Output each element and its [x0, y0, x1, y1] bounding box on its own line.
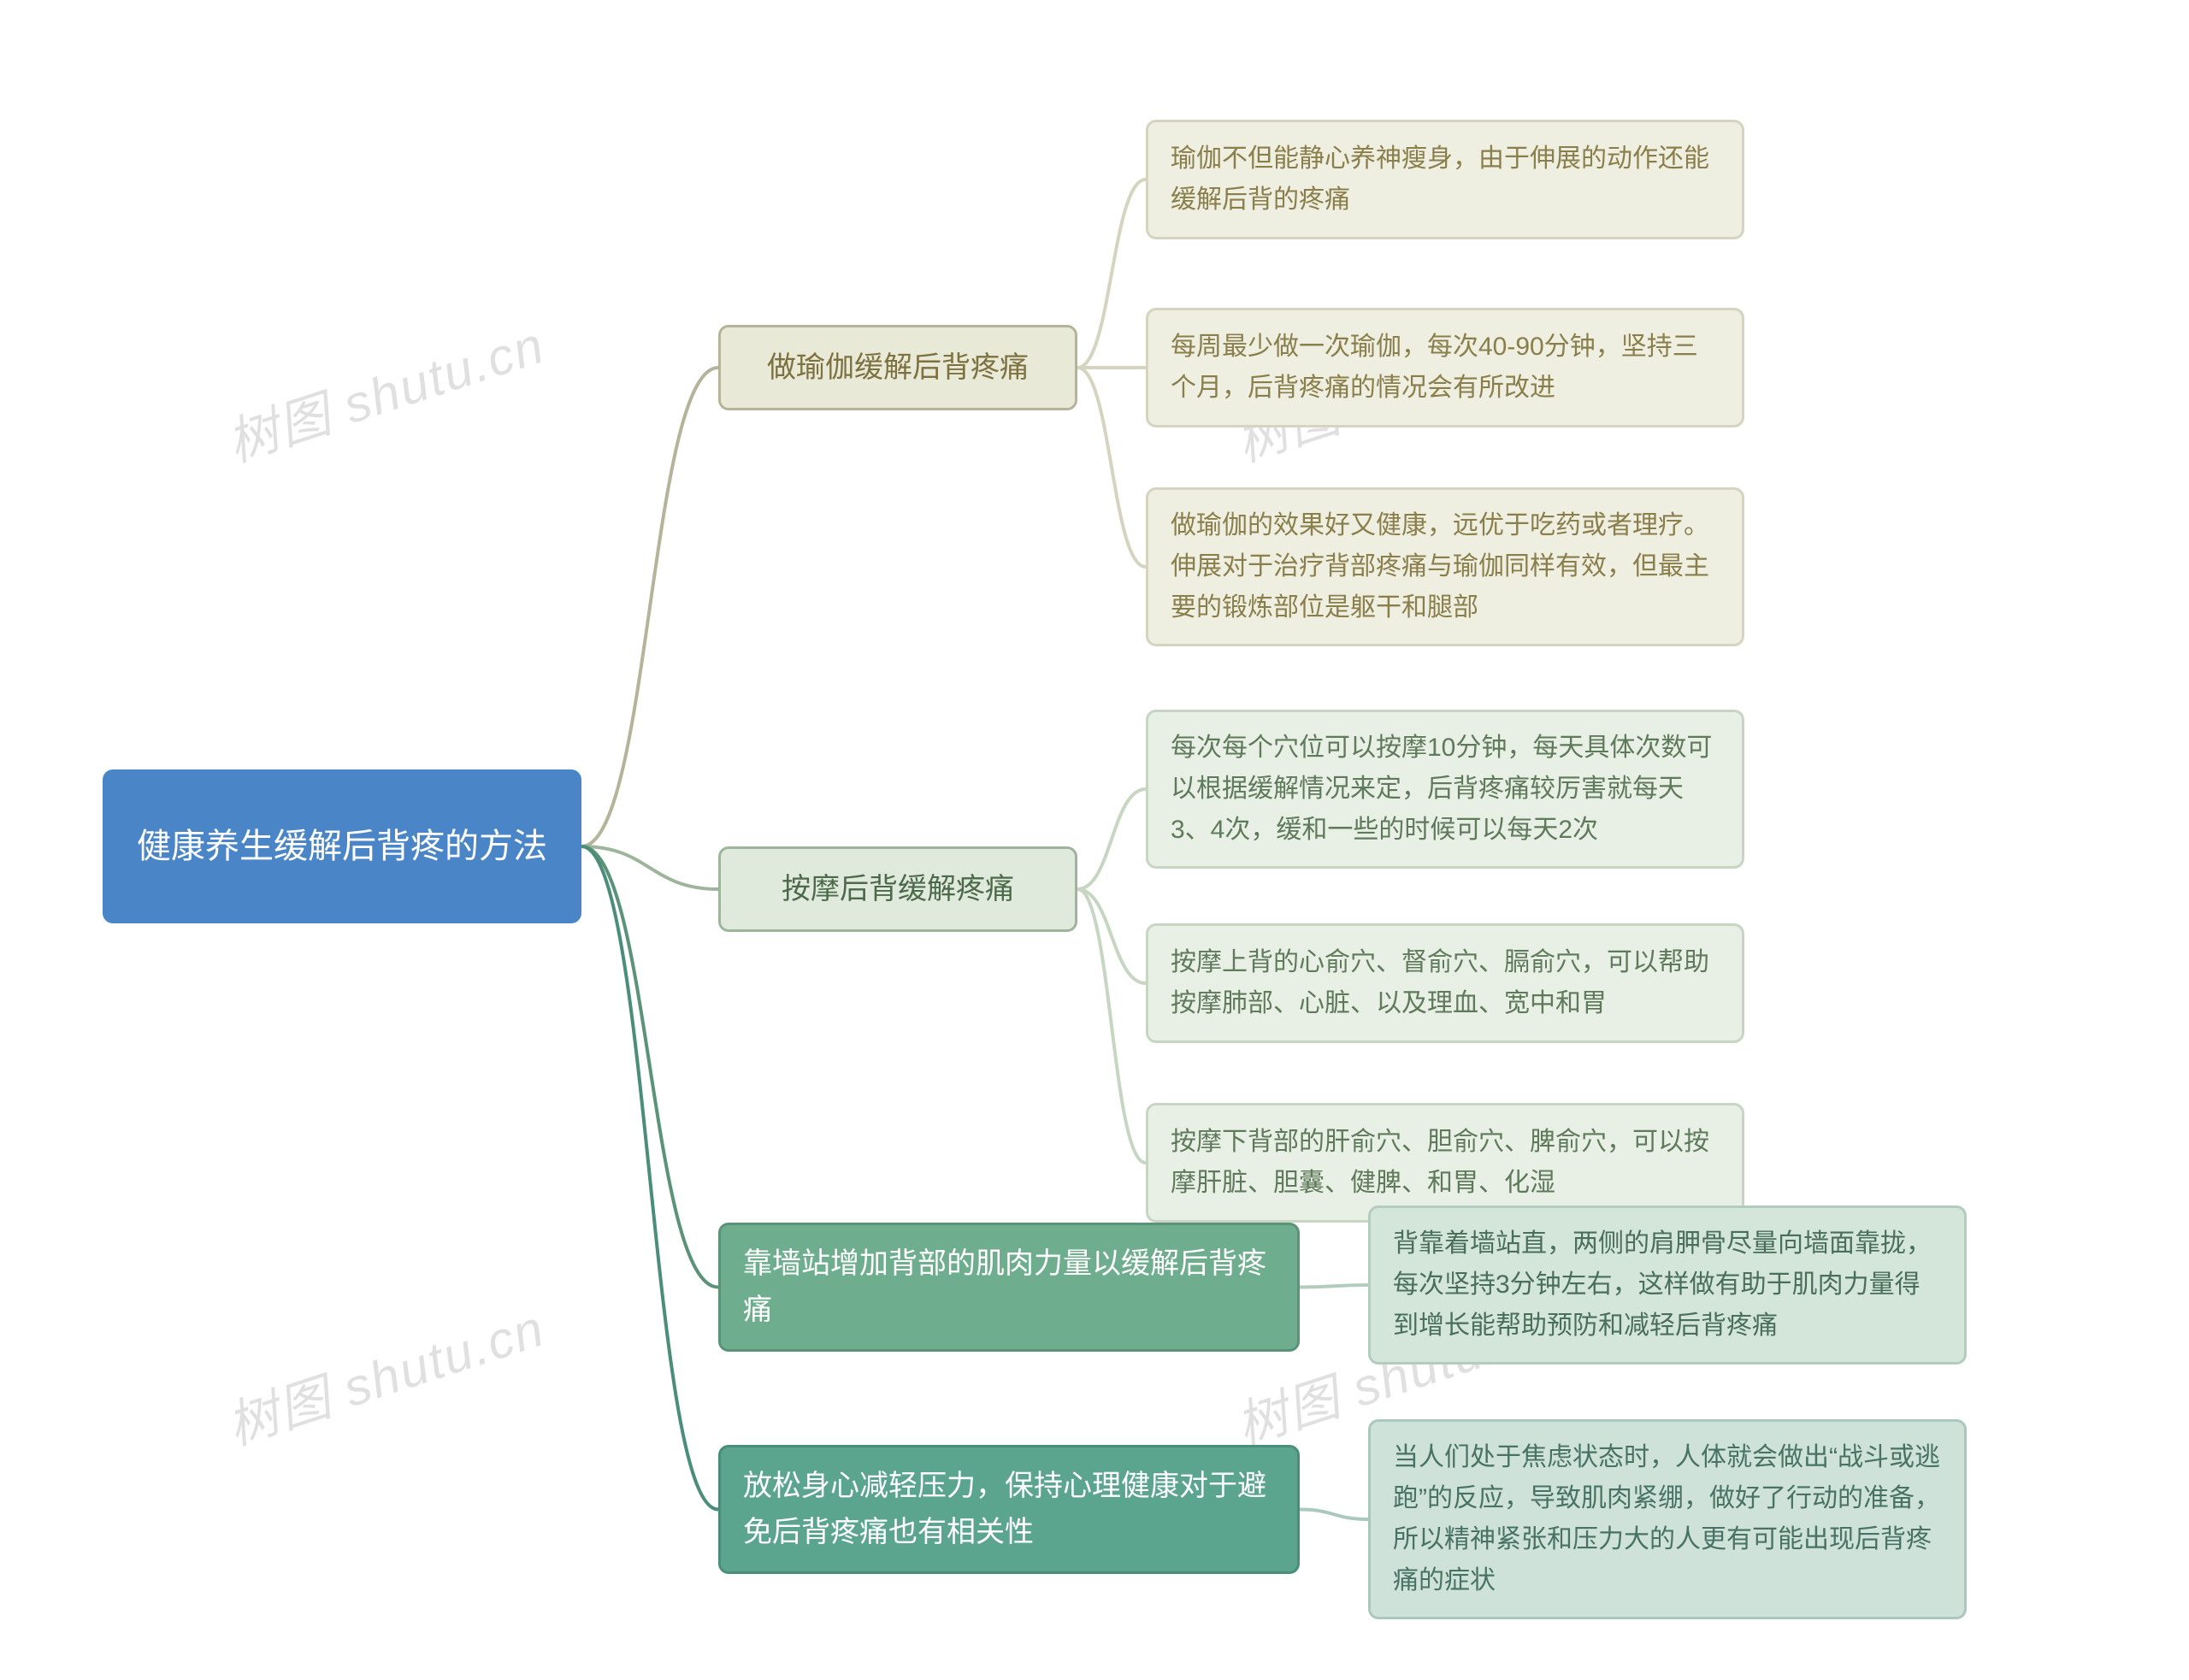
node-label: 放松身心减轻压力，保持心理健康对于避免后背疼痛也有相关性 — [743, 1463, 1275, 1556]
node-label: 按摩后背缓解疼痛 — [743, 866, 1053, 912]
node-label: 按摩上背的心俞穴、督俞穴、膈俞穴，可以帮助按摩肺部、心脏、以及理血、宽中和胃 — [1171, 942, 1720, 1024]
mindmap-node-y3[interactable]: 做瑜伽的效果好又健康，远优于吃药或者理疗。伸展对于治疗背部疼痛与瑜伽同样有效，但… — [1146, 487, 1744, 646]
node-label: 健康养生缓解后背疼的方法 — [125, 819, 559, 874]
mindmap-node-yoga[interactable]: 做瑜伽缓解后背疼痛 — [718, 325, 1077, 410]
node-label: 做瑜伽的效果好又健康，远优于吃药或者理疗。伸展对于治疗背部疼痛与瑜伽同样有效，但… — [1171, 505, 1720, 628]
node-layer: 健康养生缓解后背疼的方法 做瑜伽缓解后背疼痛按摩后背缓解疼痛靠墙站增加背部的肌肉力… — [0, 0, 2189, 1680]
node-label: 背靠着墙站直，两侧的肩胛骨尽量向墙面靠拢，每次坚持3分钟左右，这样做有助于肌肉力… — [1393, 1223, 1942, 1347]
node-label: 靠墙站增加背部的肌肉力量以缓解后背疼痛 — [743, 1241, 1275, 1334]
node-label: 按摩下背部的肝俞穴、胆俞穴、脾俞穴，可以按摩肝脏、胆囊、健脾、和胃、化湿 — [1171, 1122, 1720, 1204]
node-label: 每周最少做一次瑜伽，每次40-90分钟，坚持三个月，后背疼痛的情况会有所改进 — [1171, 327, 1720, 409]
node-label: 当人们处于焦虑状态时，人体就会做出“战斗或逃跑”的反应，导致肌肉紧绷，做好了行动… — [1393, 1437, 1942, 1601]
node-label: 做瑜伽缓解后背疼痛 — [743, 345, 1053, 391]
mindmap-node-y2[interactable]: 每周最少做一次瑜伽，每次40-90分钟，坚持三个月，后背疼痛的情况会有所改进 — [1146, 308, 1744, 427]
node-label: 瑜伽不但能静心养神瘦身，由于伸展的动作还能缓解后背的疼痛 — [1171, 139, 1720, 221]
mindmap-node-w1[interactable]: 背靠着墙站直，两侧的肩胛骨尽量向墙面靠拢，每次坚持3分钟左右，这样做有助于肌肉力… — [1368, 1205, 1967, 1365]
mindmap-node-m3[interactable]: 按摩下背部的肝俞穴、胆俞穴、脾俞穴，可以按摩肝脏、胆囊、健脾、和胃、化湿 — [1146, 1103, 1744, 1223]
mindmap-node-m2[interactable]: 按摩上背的心俞穴、督俞穴、膈俞穴，可以帮助按摩肺部、心脏、以及理血、宽中和胃 — [1146, 923, 1744, 1043]
mindmap-node-root[interactable]: 健康养生缓解后背疼的方法 — [103, 769, 581, 923]
mindmap-node-y1[interactable]: 瑜伽不但能静心养神瘦身，由于伸展的动作还能缓解后背的疼痛 — [1146, 120, 1744, 239]
node-label: 每次每个穴位可以按摩10分钟，每天具体次数可以根据缓解情况来定，后背疼痛较厉害就… — [1171, 728, 1720, 851]
mindmap-node-relax[interactable]: 放松身心减轻压力，保持心理健康对于避免后背疼痛也有相关性 — [718, 1445, 1300, 1574]
mindmap-node-wall[interactable]: 靠墙站增加背部的肌肉力量以缓解后背疼痛 — [718, 1223, 1300, 1352]
mindmap-node-m1[interactable]: 每次每个穴位可以按摩10分钟，每天具体次数可以根据缓解情况来定，后背疼痛较厉害就… — [1146, 710, 1744, 869]
mindmap-node-r1[interactable]: 当人们处于焦虑状态时，人体就会做出“战斗或逃跑”的反应，导致肌肉紧绷，做好了行动… — [1368, 1419, 1967, 1619]
mindmap-node-massage[interactable]: 按摩后背缓解疼痛 — [718, 846, 1077, 932]
